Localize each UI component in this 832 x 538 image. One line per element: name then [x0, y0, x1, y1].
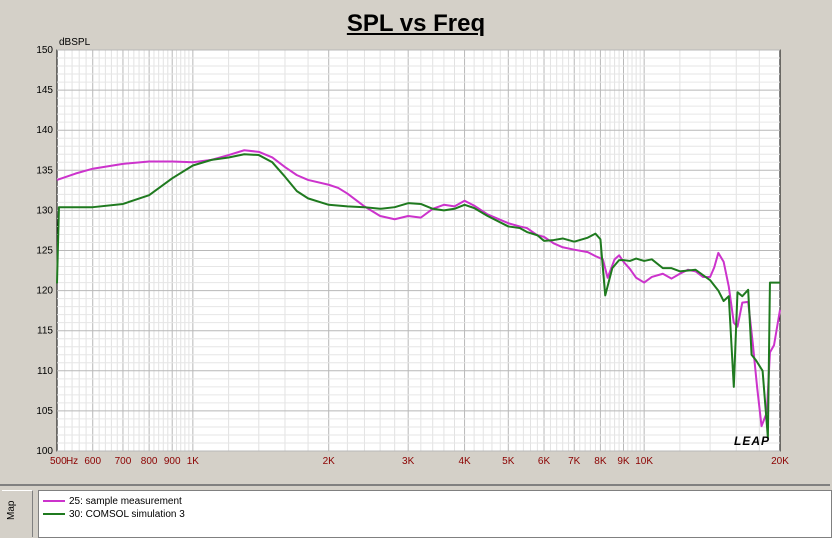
legend-label: 30: COMSOL simulation 3	[69, 508, 185, 520]
y-tick-label: 105	[36, 406, 53, 417]
map-tab[interactable]	[2, 490, 33, 537]
x-tick-label: 6K	[538, 456, 551, 467]
x-tick-label: 8K	[594, 456, 607, 467]
legend-box: 25: sample measurement 30: COMSOL simula…	[38, 490, 832, 538]
y-tick-label: 140	[36, 125, 53, 136]
legend-swatch	[43, 500, 65, 502]
y-tick-label: 115	[37, 326, 53, 337]
series-line-1	[56, 153, 780, 439]
leap-logo: LEAP	[734, 434, 771, 448]
x-tick-label: 900	[164, 456, 181, 467]
x-tick-label: 9K	[617, 456, 630, 467]
map-tab-label: Map	[6, 500, 17, 520]
y-tick-label: 110	[37, 366, 53, 377]
y-tick-label: 125	[36, 246, 53, 257]
legend-swatch	[43, 513, 65, 515]
legend-item-series-1[interactable]: 30: COMSOL simulation 3	[43, 508, 185, 520]
x-tick-label: 500	[50, 456, 67, 467]
y-tick-label: 135	[36, 165, 53, 176]
x-tick-label: Hz	[66, 456, 78, 467]
x-tick-label: 800	[141, 456, 158, 467]
x-tick-label: 7K	[568, 456, 581, 467]
chart-plot-area[interactable]: 100 105 110 115 120 125 130 135 140 145 150 dBSPL 50…	[0, 0, 832, 484]
series-line-0	[56, 149, 781, 428]
x-tick-label: 600	[84, 456, 101, 467]
x-tick-label: 20K	[771, 456, 789, 467]
x-tick-label: 4K	[458, 456, 471, 467]
x-tick-label: 5K	[502, 456, 515, 467]
chart-title: SPL vs Freq	[346, 10, 486, 37]
x-tick-label: 10K	[635, 456, 653, 467]
x-tick-label: 3K	[402, 456, 415, 467]
y-tick-label: 145	[36, 85, 53, 96]
y-tick-label: 120	[36, 286, 53, 297]
x-tick-label: 2K	[323, 456, 336, 467]
legend-item-series-0[interactable]: 25: sample measurement	[43, 495, 182, 507]
y-tick-label: 130	[36, 205, 53, 216]
x-tick-label: 700	[115, 456, 132, 467]
y-axis-label: dBSPL	[59, 37, 91, 48]
legend-label: 25: sample measurement	[69, 495, 182, 507]
y-tick-label: 150	[36, 45, 53, 56]
x-tick-label: 1K	[187, 456, 200, 467]
y-tick-label: 100	[36, 446, 53, 457]
